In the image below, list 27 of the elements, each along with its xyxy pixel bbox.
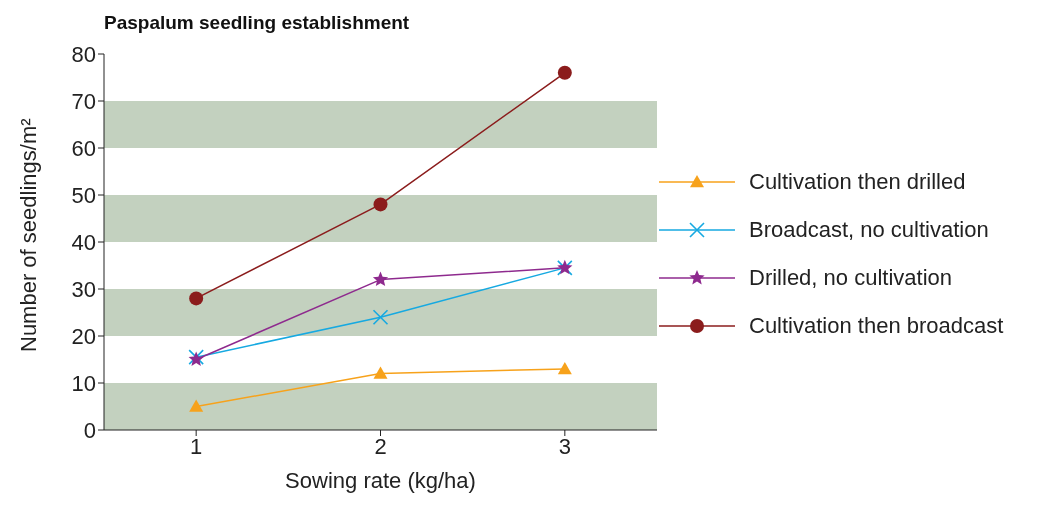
y-tick-label: 30 <box>71 276 96 302</box>
point <box>557 361 572 375</box>
point <box>189 291 204 306</box>
legend-label: Broadcast, no cultivation <box>749 217 989 243</box>
y-axis-title: Number of seedlings/m² <box>15 118 41 352</box>
legend-label: Cultivation then drilled <box>749 169 966 195</box>
y-tick-label: 80 <box>71 41 96 67</box>
y-tick-label: 70 <box>71 88 96 114</box>
point <box>373 197 388 212</box>
y-tick-label: 20 <box>71 323 96 349</box>
y-tick-label: 40 <box>71 229 96 255</box>
y-tick-label: 10 <box>71 370 96 396</box>
point <box>372 271 389 287</box>
legend-label: Drilled, no cultivation <box>749 265 952 291</box>
point <box>557 65 572 80</box>
legend-label: Cultivation then broadcast <box>749 313 1004 339</box>
x-tick-label: 2 <box>374 433 387 459</box>
y-tick-label: 50 <box>71 182 96 208</box>
chart-title: Paspalum seedling establishment <box>104 12 410 34</box>
point <box>189 399 204 412</box>
x-tick-label: 3 <box>558 433 571 459</box>
x-axis-title: Sowing rate (kg/ha) <box>285 468 476 493</box>
y-tick-label: 60 <box>71 135 96 161</box>
y-tick-label: 0 <box>83 417 96 443</box>
point <box>372 309 389 325</box>
x-tick-label: 1 <box>190 433 203 459</box>
point <box>373 366 388 379</box>
